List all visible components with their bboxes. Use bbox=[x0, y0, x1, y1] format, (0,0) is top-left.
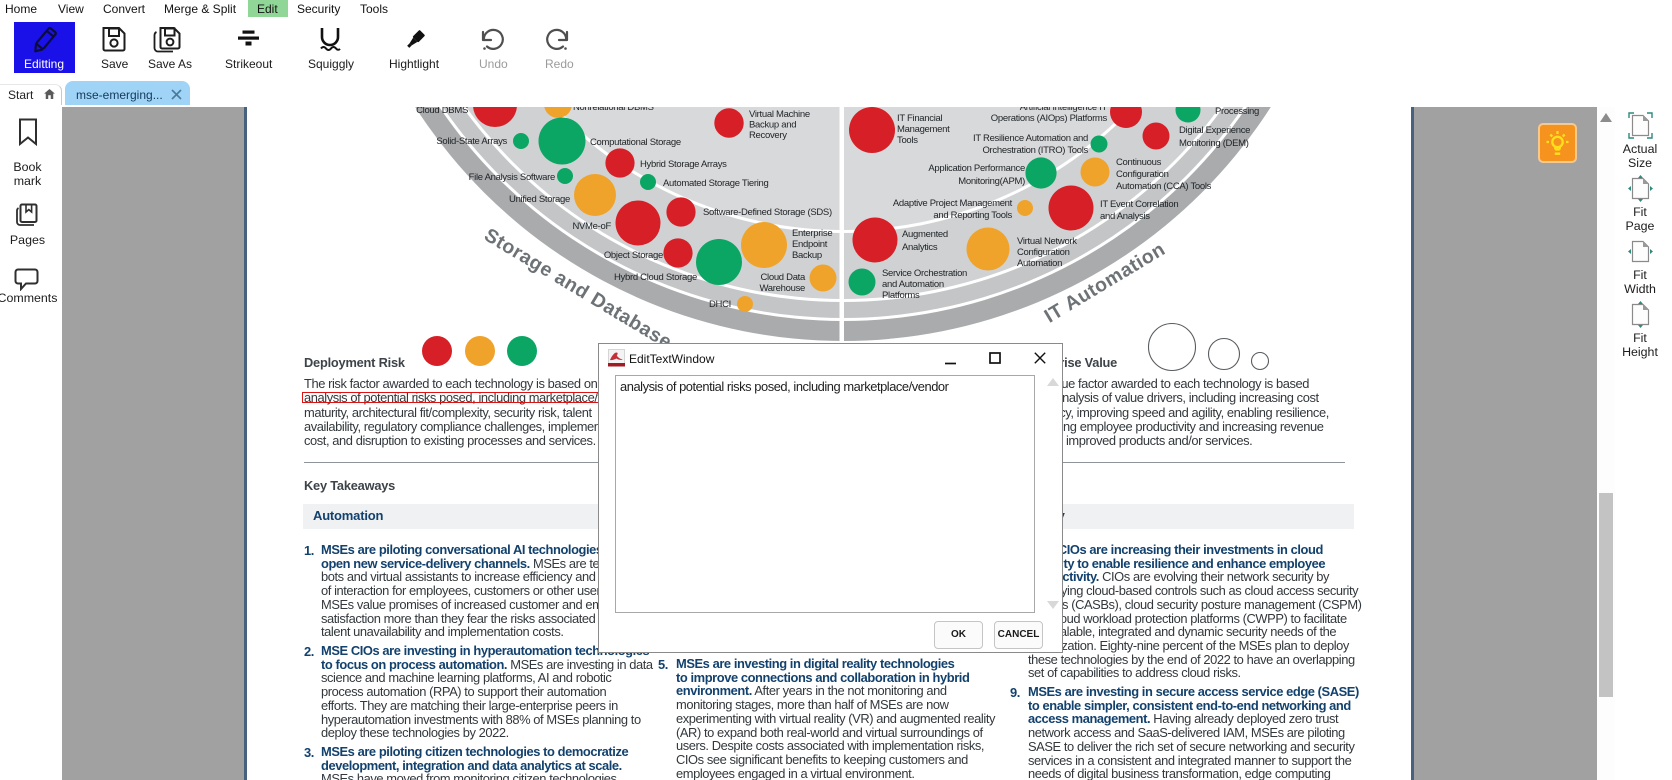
svg-text:Orchestration (ITRO) Tools: Orchestration (ITRO) Tools bbox=[982, 145, 1088, 156]
svg-text:Cloud Data: Cloud Data bbox=[760, 272, 806, 283]
svg-text:DHCI: DHCI bbox=[709, 299, 731, 310]
svg-text:Adaptive Project Management: Adaptive Project Management bbox=[893, 198, 1013, 209]
svg-text:Augmented: Augmented bbox=[902, 229, 948, 240]
svg-text:Processing: Processing bbox=[1215, 107, 1259, 117]
svg-text:Configuration: Configuration bbox=[1017, 247, 1070, 258]
svg-text:NVMe-oF: NVMe-oF bbox=[572, 221, 611, 232]
svg-text:and Analysis: and Analysis bbox=[1100, 211, 1150, 222]
svg-text:Hybrd Cloud Storage: Hybrd Cloud Storage bbox=[614, 272, 697, 283]
svg-text:Automated Storage Tiering: Automated Storage Tiering bbox=[663, 178, 769, 189]
svg-text:Nonrelational DBMS: Nonrelational DBMS bbox=[573, 107, 654, 113]
svg-text:Object Storage: Object Storage bbox=[604, 250, 663, 261]
svg-text:Application Performance: Application Performance bbox=[928, 163, 1025, 174]
svg-text:Configuration: Configuration bbox=[1116, 169, 1169, 180]
svg-text:Hybrid Storage Arrays: Hybrid Storage Arrays bbox=[640, 159, 727, 170]
svg-text:Automation: Automation bbox=[1017, 258, 1062, 269]
svg-text:File Analysis Software: File Analysis Software bbox=[469, 172, 555, 183]
svg-text:Backup and: Backup and bbox=[749, 120, 796, 131]
svg-text:Analytics: Analytics bbox=[902, 242, 938, 253]
svg-text:Monitoring(APM): Monitoring(APM) bbox=[958, 176, 1025, 187]
svg-text:IT Event Correlation: IT Event Correlation bbox=[1100, 199, 1178, 210]
svg-text:Backup: Backup bbox=[792, 250, 822, 261]
svg-text:Recovery: Recovery bbox=[749, 130, 787, 141]
svg-text:Continuous: Continuous bbox=[1116, 157, 1162, 168]
svg-text:Tools: Tools bbox=[897, 135, 918, 146]
svg-text:Artificial Intelligence IT: Artificial Intelligence IT bbox=[1020, 107, 1108, 113]
svg-text:Unified Storage: Unified Storage bbox=[509, 194, 570, 205]
svg-text:Solid-State Arrays: Solid-State Arrays bbox=[436, 136, 507, 147]
svg-text:Service Orchestration: Service Orchestration bbox=[882, 268, 967, 279]
svg-text:IT Resilience Automation and: IT Resilience Automation and bbox=[973, 133, 1088, 144]
svg-text:Platforms: Platforms bbox=[882, 290, 920, 301]
svg-text:Automation (CCA) Tools: Automation (CCA) Tools bbox=[1116, 181, 1212, 192]
svg-text:Endpoint: Endpoint bbox=[792, 239, 828, 250]
svg-text:and Reporting Tools: and Reporting Tools bbox=[933, 210, 1012, 221]
svg-text:Monitoring (DEM): Monitoring (DEM) bbox=[1179, 138, 1249, 149]
svg-text:Virtual Network: Virtual Network bbox=[1017, 236, 1077, 247]
svg-text:Software-Defined Storage (SDS): Software-Defined Storage (SDS) bbox=[703, 207, 832, 218]
svg-text:and Automation: and Automation bbox=[882, 279, 944, 290]
svg-text:Management: Management bbox=[897, 124, 950, 135]
svg-text:Enterprise: Enterprise bbox=[792, 228, 832, 239]
svg-text:IT Financial: IT Financial bbox=[897, 113, 943, 124]
svg-text:Computational Storage: Computational Storage bbox=[590, 137, 681, 148]
svg-text:Cloud DBMS: Cloud DBMS bbox=[416, 107, 468, 116]
svg-text:Warehouse: Warehouse bbox=[759, 283, 805, 294]
svg-text:Digital Experience: Digital Experience bbox=[1179, 125, 1250, 136]
svg-text:Virtual Machine: Virtual Machine bbox=[749, 109, 810, 120]
svg-text:Operations (AIOps) Platforms: Operations (AIOps) Platforms bbox=[991, 113, 1108, 124]
